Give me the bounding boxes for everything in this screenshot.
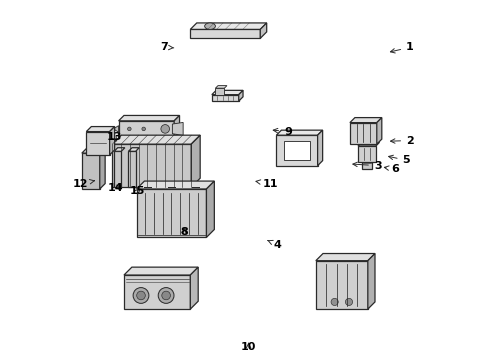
Text: 7: 7	[160, 42, 174, 52]
Text: 1: 1	[391, 42, 414, 53]
Polygon shape	[82, 153, 100, 189]
Circle shape	[345, 298, 353, 306]
Polygon shape	[318, 130, 322, 166]
Polygon shape	[190, 23, 267, 30]
Polygon shape	[100, 148, 105, 189]
Polygon shape	[358, 142, 379, 146]
Circle shape	[158, 288, 174, 303]
Text: 13: 13	[106, 132, 122, 142]
Text: 8: 8	[180, 227, 188, 237]
Polygon shape	[110, 127, 115, 155]
Polygon shape	[86, 132, 110, 155]
Circle shape	[331, 298, 338, 306]
Text: 5: 5	[389, 155, 410, 165]
Text: 6: 6	[384, 164, 399, 174]
Polygon shape	[284, 141, 310, 159]
Polygon shape	[137, 181, 214, 189]
Polygon shape	[128, 148, 139, 151]
Polygon shape	[368, 253, 375, 309]
Circle shape	[133, 288, 149, 303]
Ellipse shape	[205, 23, 216, 30]
Polygon shape	[206, 181, 214, 237]
Polygon shape	[172, 122, 183, 135]
Text: 12: 12	[73, 179, 95, 189]
Polygon shape	[276, 135, 318, 166]
Polygon shape	[114, 148, 125, 151]
Circle shape	[161, 125, 170, 133]
Polygon shape	[86, 127, 115, 132]
Polygon shape	[124, 275, 190, 309]
Polygon shape	[350, 123, 377, 144]
Polygon shape	[216, 86, 227, 88]
Polygon shape	[350, 118, 382, 123]
Text: 11: 11	[256, 179, 278, 189]
Polygon shape	[119, 121, 174, 137]
Polygon shape	[112, 135, 200, 144]
Circle shape	[127, 127, 131, 131]
Polygon shape	[113, 126, 119, 132]
Circle shape	[162, 291, 171, 300]
Polygon shape	[239, 90, 243, 101]
Text: 15: 15	[130, 186, 145, 197]
Text: 3: 3	[353, 161, 382, 171]
Polygon shape	[137, 189, 206, 237]
Polygon shape	[128, 151, 136, 187]
Polygon shape	[377, 118, 382, 144]
Polygon shape	[112, 144, 191, 187]
Text: 14: 14	[107, 183, 123, 193]
Polygon shape	[316, 253, 375, 261]
Text: 9: 9	[273, 127, 292, 136]
Text: 2: 2	[391, 136, 414, 145]
Polygon shape	[276, 130, 322, 135]
Polygon shape	[119, 116, 179, 121]
Polygon shape	[114, 151, 122, 187]
Polygon shape	[216, 88, 224, 95]
Text: 4: 4	[268, 239, 281, 249]
Polygon shape	[174, 116, 179, 137]
Polygon shape	[190, 267, 198, 309]
Polygon shape	[190, 30, 260, 39]
Polygon shape	[362, 157, 372, 169]
Circle shape	[142, 127, 146, 131]
Polygon shape	[316, 261, 368, 309]
Polygon shape	[212, 95, 239, 101]
Polygon shape	[82, 148, 105, 153]
Polygon shape	[124, 267, 198, 275]
Text: 10: 10	[241, 342, 256, 352]
Polygon shape	[358, 146, 376, 162]
Polygon shape	[191, 135, 200, 187]
Circle shape	[137, 291, 146, 300]
Polygon shape	[260, 23, 267, 39]
Polygon shape	[212, 90, 243, 95]
